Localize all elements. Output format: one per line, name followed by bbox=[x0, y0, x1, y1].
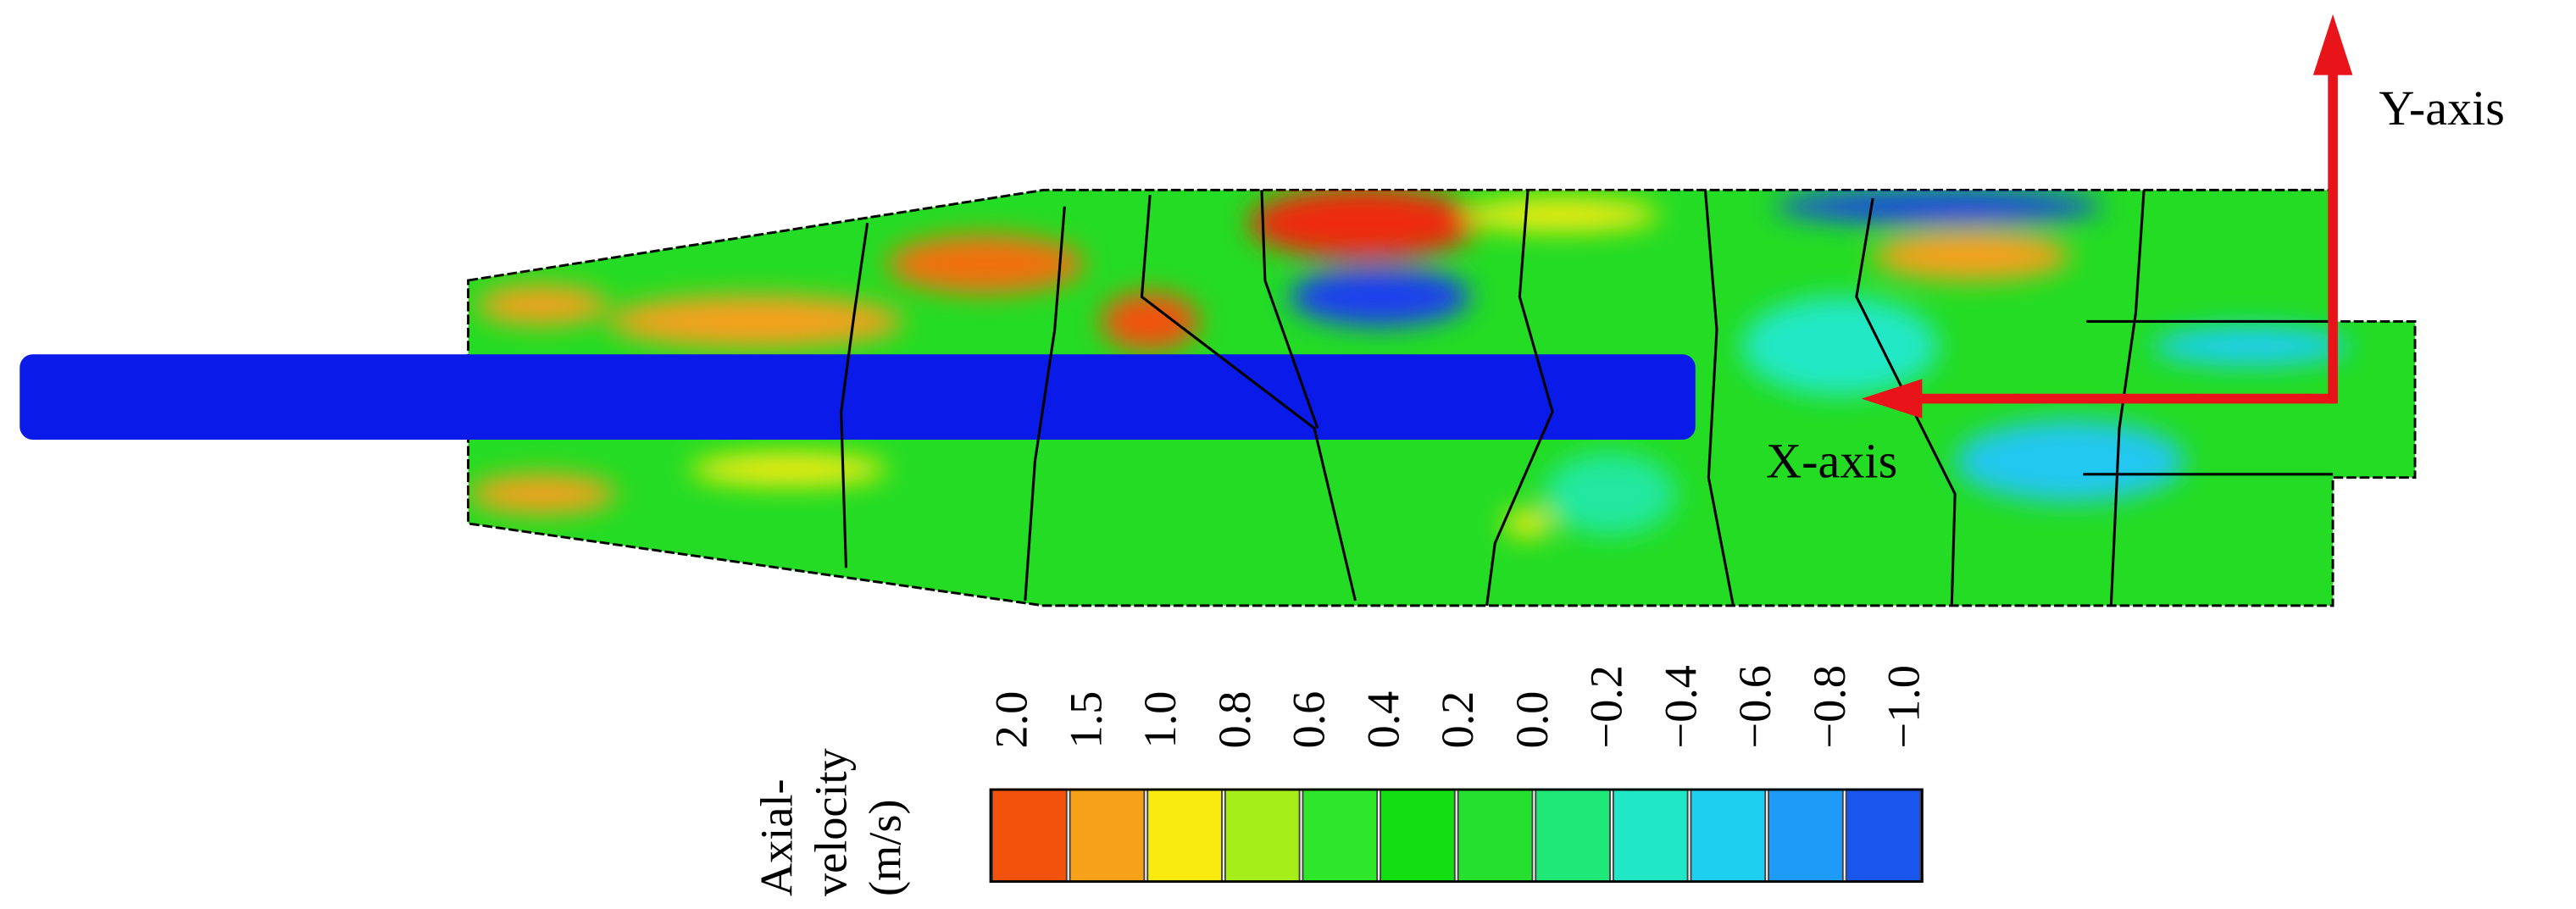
colorbar-tick-label: 0.4 bbox=[1357, 691, 1408, 749]
colorbar-tick-label: 1.0 bbox=[1135, 691, 1185, 749]
color-swatch bbox=[991, 789, 1068, 883]
color-swatch bbox=[1069, 789, 1146, 883]
colorbar-tick-label: −0.4 bbox=[1655, 665, 1706, 748]
color-swatch bbox=[1146, 789, 1223, 883]
colorbar-title: velocity bbox=[805, 748, 856, 896]
x-axis-label: X-axis bbox=[1766, 434, 1897, 489]
colorbar-tick-label: 1.5 bbox=[1060, 691, 1111, 749]
axis-arrows bbox=[1861, 14, 2353, 418]
colorbar-tick-label: −0.8 bbox=[1804, 665, 1855, 748]
flow-domain bbox=[19, 188, 2417, 607]
color-swatch bbox=[1690, 789, 1767, 883]
colorbar-tick-label: 0.2 bbox=[1432, 691, 1483, 749]
colorbar-title: Axial- bbox=[751, 779, 802, 896]
color-swatch bbox=[1845, 789, 1922, 883]
colorbar-tick-label: 2.0 bbox=[986, 691, 1037, 749]
colorbar: 2.0 1.5 1.0 0.8 0.6 0.4 0.2 0.0 −0.2 −0.4 −0.6 −0.8… bbox=[751, 665, 1929, 896]
color-swatch bbox=[1768, 789, 1844, 883]
colorbar-tick-label: −1.0 bbox=[1878, 665, 1929, 748]
colorbar-tick-label: −0.6 bbox=[1729, 665, 1780, 748]
color-swatch bbox=[1380, 789, 1456, 883]
colorbar-tick-label: −0.2 bbox=[1581, 665, 1632, 748]
color-swatch bbox=[1302, 789, 1379, 883]
colorbar-tick-label: 0.0 bbox=[1507, 691, 1557, 749]
colorbar-tick-label: 0.8 bbox=[1209, 691, 1260, 749]
color-swatch bbox=[1457, 789, 1534, 883]
colorbar-title: (m/s) bbox=[859, 799, 910, 896]
colorbar-frame bbox=[989, 788, 1924, 884]
y-axis-label: Y-axis bbox=[2379, 80, 2505, 136]
colorbar-tick-label: 0.6 bbox=[1284, 691, 1335, 749]
color-swatch bbox=[1535, 789, 1611, 883]
color-swatch bbox=[1612, 789, 1689, 883]
color-swatch bbox=[1224, 789, 1301, 883]
